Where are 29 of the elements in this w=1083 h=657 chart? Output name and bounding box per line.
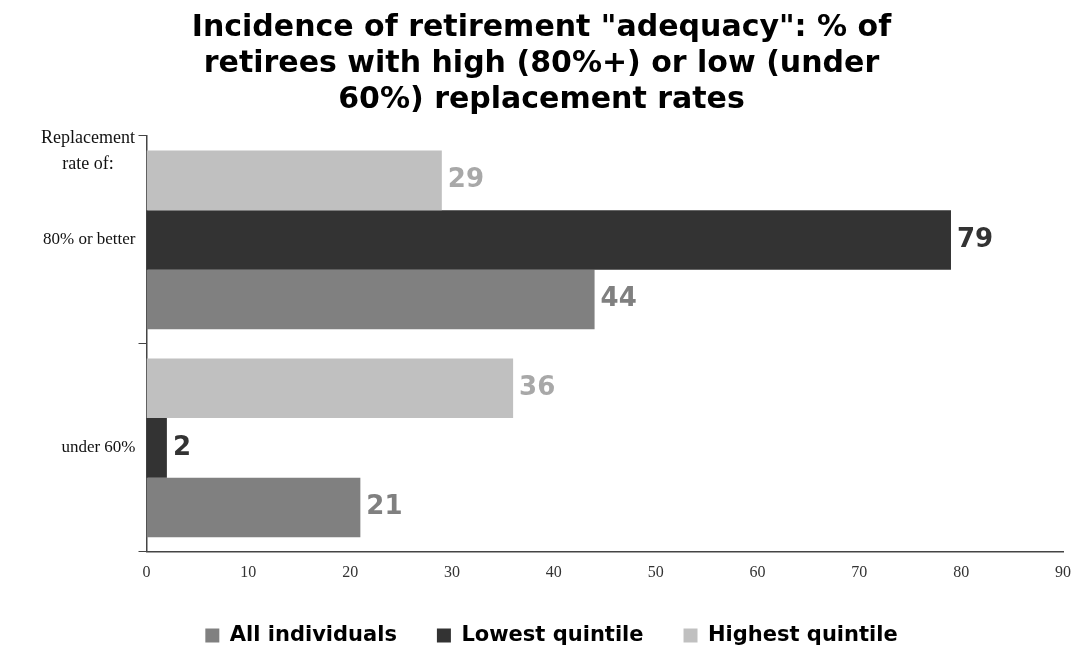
chart-title: Incidence of retirement "adequacy": % of retirees with high (80%+) or low (under 60%) replacement rates (190, 8, 893, 116)
bar (146, 358, 514, 419)
data-label: 36 (519, 371, 556, 401)
y-tick-label: under 60% (61, 437, 136, 457)
x-tick-label: 70 (851, 562, 868, 580)
legend-label: All individuals (229, 621, 397, 646)
y-tick-label: 80% or better (42, 229, 136, 249)
x-tick-label: 50 (647, 562, 664, 580)
y-axis-title: Replacement rate of: (41, 126, 135, 173)
bar (146, 269, 595, 330)
x-tick-label: 10 (240, 562, 257, 580)
x-tick-label: 80 (953, 562, 970, 580)
x-tick-label: 60 (749, 562, 766, 580)
legend-label: Lowest quintile (461, 621, 644, 646)
bar (146, 418, 167, 478)
x-tick-label: 90 (1055, 562, 1071, 580)
data-label: 2 (172, 430, 191, 461)
data-label: 29 (447, 163, 485, 194)
x-tick-label: 30 (444, 562, 461, 580)
data-label: 79 (956, 222, 994, 253)
bar (146, 477, 361, 538)
bar (146, 210, 951, 270)
data-label: 44 (600, 282, 637, 313)
x-tick-label: 0 (142, 562, 151, 580)
data-label: 21 (366, 490, 403, 521)
legend-label: Highest quintile (708, 621, 898, 646)
bar (146, 150, 442, 211)
x-tick-label: 20 (342, 562, 359, 580)
x-tick-label: 40 (545, 562, 562, 580)
